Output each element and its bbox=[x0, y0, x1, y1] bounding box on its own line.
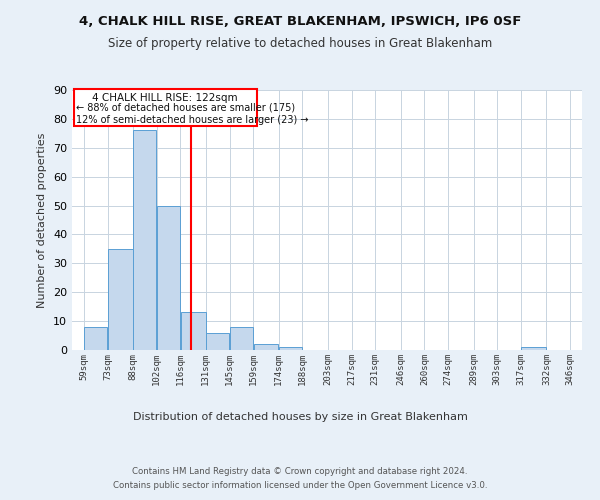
Bar bbox=[108, 249, 133, 350]
Bar bbox=[157, 206, 180, 350]
Bar bbox=[230, 327, 253, 350]
FancyBboxPatch shape bbox=[74, 88, 257, 126]
Bar bbox=[84, 327, 107, 350]
Text: ← 88% of detached houses are smaller (175): ← 88% of detached houses are smaller (17… bbox=[76, 103, 295, 113]
Bar bbox=[254, 344, 278, 350]
Bar bbox=[133, 130, 157, 350]
Text: Distribution of detached houses by size in Great Blakenham: Distribution of detached houses by size … bbox=[133, 412, 467, 422]
Bar bbox=[206, 332, 229, 350]
Text: 12% of semi-detached houses are larger (23) →: 12% of semi-detached houses are larger (… bbox=[76, 114, 309, 124]
Text: 4 CHALK HILL RISE: 122sqm: 4 CHALK HILL RISE: 122sqm bbox=[92, 93, 238, 103]
Y-axis label: Number of detached properties: Number of detached properties bbox=[37, 132, 47, 308]
Text: Contains HM Land Registry data © Crown copyright and database right 2024.: Contains HM Land Registry data © Crown c… bbox=[132, 468, 468, 476]
Text: Size of property relative to detached houses in Great Blakenham: Size of property relative to detached ho… bbox=[108, 38, 492, 51]
Text: 4, CHALK HILL RISE, GREAT BLAKENHAM, IPSWICH, IP6 0SF: 4, CHALK HILL RISE, GREAT BLAKENHAM, IPS… bbox=[79, 15, 521, 28]
Text: Contains public sector information licensed under the Open Government Licence v3: Contains public sector information licen… bbox=[113, 481, 487, 490]
Bar bbox=[181, 312, 206, 350]
Bar bbox=[521, 347, 546, 350]
Bar bbox=[279, 347, 302, 350]
